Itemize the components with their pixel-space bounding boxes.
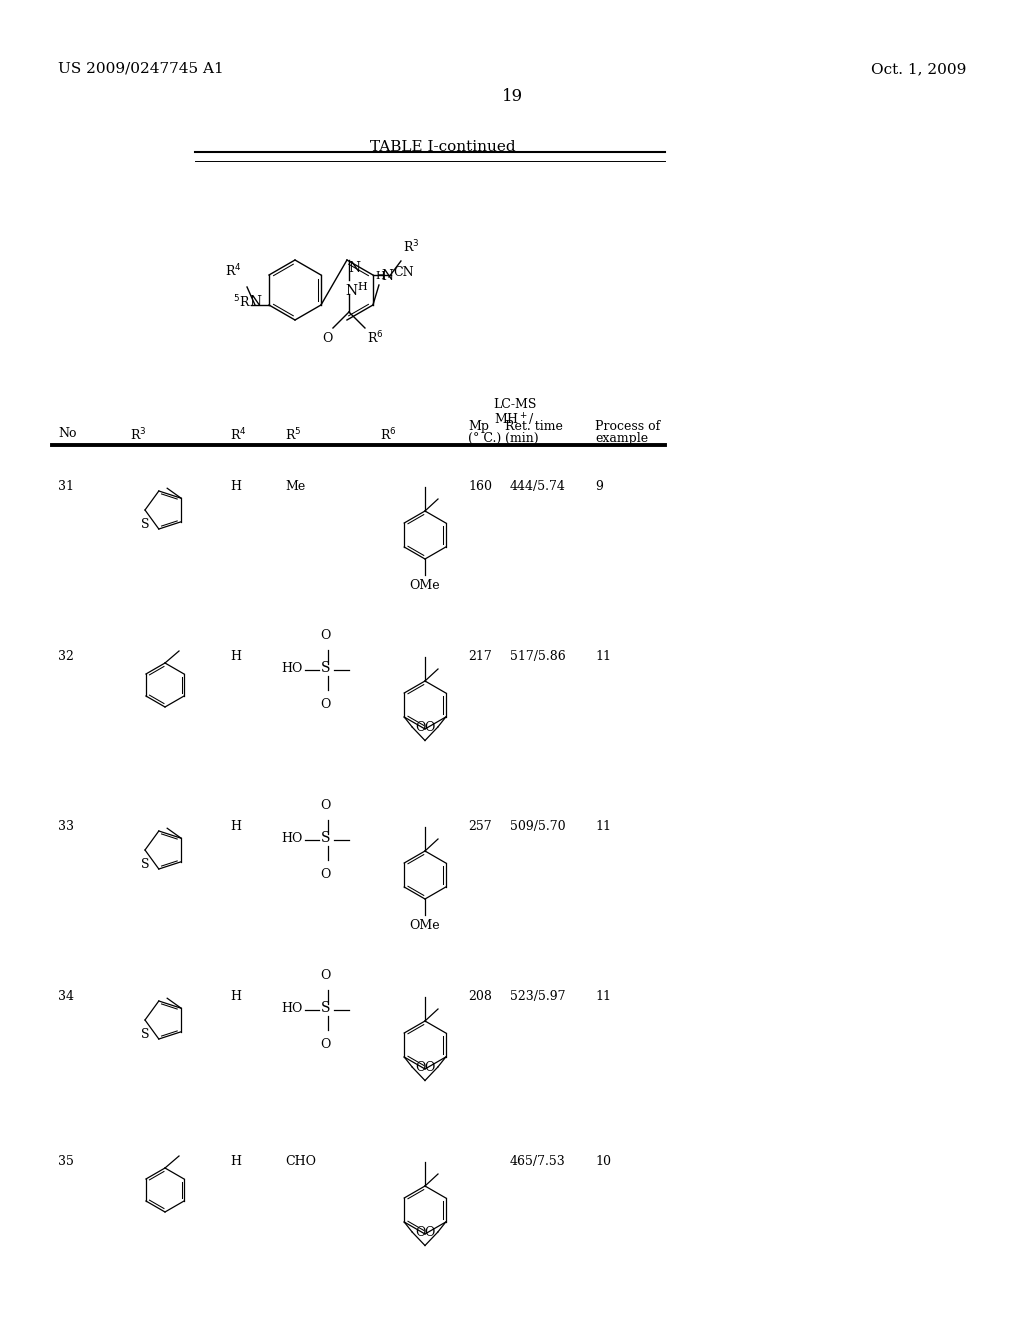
- Text: TABLE I-continued: TABLE I-continued: [370, 140, 516, 154]
- Text: Oct. 1, 2009: Oct. 1, 2009: [870, 62, 966, 77]
- Text: S: S: [140, 858, 150, 871]
- Text: R$^4$: R$^4$: [230, 426, 247, 444]
- Text: O: O: [319, 869, 330, 880]
- Text: 34: 34: [58, 990, 74, 1003]
- Text: CHO: CHO: [285, 1155, 316, 1168]
- Text: 465/7.53: 465/7.53: [510, 1155, 565, 1168]
- Text: R$^4$: R$^4$: [224, 263, 241, 279]
- Text: N: N: [381, 269, 393, 282]
- Text: N: N: [345, 284, 357, 298]
- Text: H: H: [230, 480, 241, 492]
- Text: R$^6$: R$^6$: [367, 330, 384, 347]
- Text: O: O: [424, 1060, 435, 1073]
- Text: $^5$R: $^5$R: [233, 294, 251, 310]
- Text: R$^5$: R$^5$: [285, 426, 301, 444]
- Text: R$^3$: R$^3$: [402, 239, 420, 255]
- Text: 33: 33: [58, 820, 74, 833]
- Text: 523/5.97: 523/5.97: [510, 990, 565, 1003]
- Text: S: S: [140, 1028, 150, 1041]
- Text: O: O: [319, 799, 330, 812]
- Text: Process of: Process of: [595, 420, 660, 433]
- Text: N: N: [348, 261, 360, 275]
- Text: O: O: [424, 721, 435, 734]
- Text: R$^3$: R$^3$: [130, 426, 146, 444]
- Text: H: H: [230, 1155, 241, 1168]
- Text: O: O: [319, 1038, 330, 1051]
- Text: H: H: [375, 271, 385, 281]
- Text: O: O: [415, 1060, 426, 1073]
- Text: 208: 208: [468, 990, 492, 1003]
- Text: 35: 35: [58, 1155, 74, 1168]
- Text: H: H: [230, 649, 241, 663]
- Text: 11: 11: [595, 820, 611, 833]
- Text: H: H: [230, 990, 241, 1003]
- Text: 160: 160: [468, 480, 492, 492]
- Text: (min): (min): [505, 432, 539, 445]
- Text: S: S: [321, 1001, 331, 1015]
- Text: 257: 257: [468, 820, 492, 833]
- Text: 444/5.74: 444/5.74: [510, 480, 566, 492]
- Text: H: H: [230, 820, 241, 833]
- Text: US 2009/0247745 A1: US 2009/0247745 A1: [58, 62, 224, 77]
- Text: OMe: OMe: [410, 919, 440, 932]
- Text: Me: Me: [285, 480, 305, 492]
- Text: Mp: Mp: [468, 420, 489, 433]
- Text: example: example: [595, 432, 648, 445]
- Text: CN: CN: [393, 265, 414, 279]
- Text: O: O: [319, 698, 330, 711]
- Text: 517/5.86: 517/5.86: [510, 649, 565, 663]
- Text: No: No: [58, 426, 77, 440]
- Text: N: N: [249, 294, 261, 309]
- Text: 11: 11: [595, 649, 611, 663]
- Text: 31: 31: [58, 480, 74, 492]
- Text: HO: HO: [282, 1002, 303, 1015]
- Text: O: O: [424, 1225, 435, 1238]
- Text: O: O: [319, 969, 330, 982]
- Text: OMe: OMe: [410, 579, 440, 591]
- Text: MH$^+$/: MH$^+$/: [495, 412, 536, 428]
- Text: 509/5.70: 509/5.70: [510, 820, 565, 833]
- Text: 9: 9: [595, 480, 603, 492]
- Text: S: S: [321, 661, 331, 675]
- Text: S: S: [321, 832, 331, 845]
- Text: 217: 217: [468, 649, 492, 663]
- Text: 32: 32: [58, 649, 74, 663]
- Text: O: O: [319, 630, 330, 642]
- Text: O: O: [322, 333, 332, 345]
- Text: O: O: [415, 721, 426, 734]
- Text: HO: HO: [282, 832, 303, 845]
- Text: S: S: [140, 517, 150, 531]
- Text: 11: 11: [595, 990, 611, 1003]
- Text: 19: 19: [502, 88, 522, 106]
- Text: 10: 10: [595, 1155, 611, 1168]
- Text: Ret. time: Ret. time: [505, 420, 563, 433]
- Text: H: H: [357, 282, 367, 292]
- Text: O: O: [415, 1225, 426, 1238]
- Text: LC-MS: LC-MS: [494, 399, 537, 411]
- Text: R$^6$: R$^6$: [380, 426, 396, 444]
- Text: (° C.): (° C.): [468, 432, 502, 445]
- Text: HO: HO: [282, 661, 303, 675]
